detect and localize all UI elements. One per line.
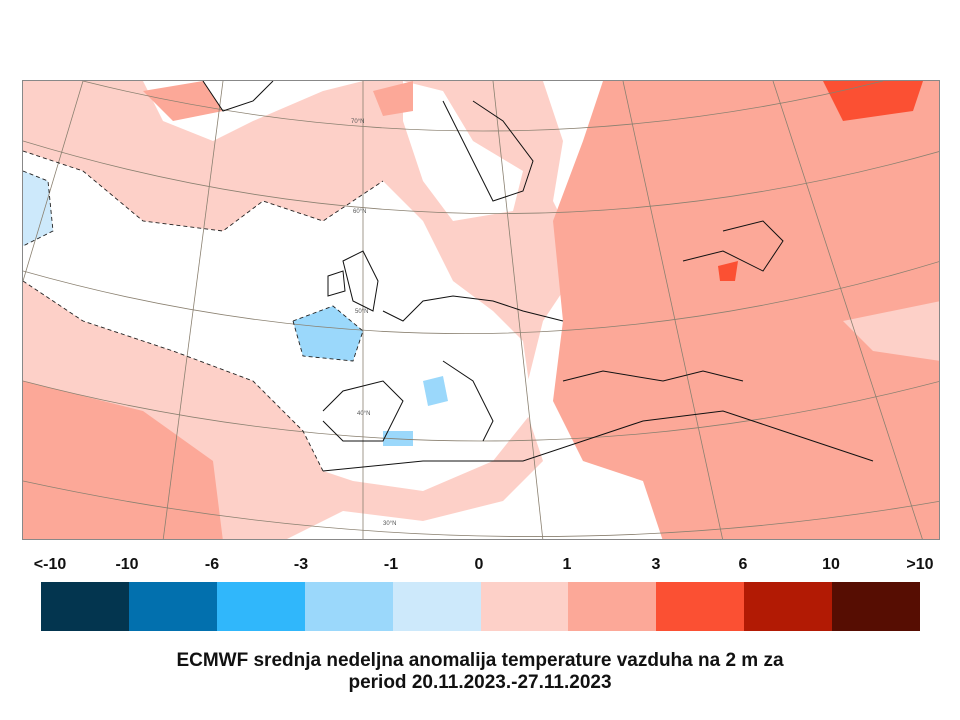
anomaly-area-3-6-small xyxy=(718,261,738,281)
legend-swatch xyxy=(480,582,569,631)
color-legend-bar xyxy=(41,582,921,631)
lat-label-40: 40°N xyxy=(357,411,370,417)
anomaly-area-blue-2 xyxy=(23,171,53,246)
legend-label: 0 xyxy=(474,556,484,573)
temperature-anomaly-map: 70°N 60°N 50°N 40°N 30°N xyxy=(22,80,940,540)
anomaly-area-1-3-nw xyxy=(143,81,223,121)
anomaly-area-3-6 xyxy=(823,81,923,121)
legend-label: >10 xyxy=(906,556,934,573)
map-caption: ECMWF srednja nedeljna anomalija tempera… xyxy=(0,650,960,694)
anomaly-area-blue-3 xyxy=(423,376,448,406)
lat-label-70: 70°N xyxy=(351,119,364,125)
zero-contours xyxy=(23,150,384,472)
legend-swatch xyxy=(216,582,305,631)
anomaly-area-blue-1 xyxy=(293,306,363,361)
caption-line-2: period 20.11.2023.-27.11.2023 xyxy=(348,672,612,693)
anomaly-area-1-3-sw xyxy=(23,381,223,539)
legend-label: <-10 xyxy=(33,556,67,573)
legend-label: -6 xyxy=(204,556,220,573)
coastlines xyxy=(202,81,874,472)
caption-line-1: ECMWF srednja nedeljna anomalija tempera… xyxy=(176,650,784,671)
anomaly-fields xyxy=(23,81,939,539)
anomaly-area-1-3-east xyxy=(553,81,939,539)
legend-label: 3 xyxy=(651,556,661,573)
anomaly-area-neutral xyxy=(23,151,533,491)
legend-swatch xyxy=(392,582,481,631)
graticule xyxy=(23,81,939,539)
lat-label-60: 60°N xyxy=(353,209,366,215)
legend-label: -1 xyxy=(383,556,399,573)
legend-labels: <-10 -10 -6 -3 -1 0 1 3 6 10 >10 xyxy=(20,556,940,580)
lat-label-30: 30°N xyxy=(383,521,396,527)
anomaly-area-neutral-2 xyxy=(403,81,523,221)
legend-swatch xyxy=(304,582,393,631)
legend-swatch xyxy=(41,582,129,631)
legend-label: 10 xyxy=(822,556,840,573)
anomaly-area-blue-4 xyxy=(383,431,413,446)
legend-label: 6 xyxy=(738,556,748,573)
legend-swatch xyxy=(128,582,217,631)
legend-label: 1 xyxy=(562,556,572,573)
map-svg: 70°N 60°N 50°N 40°N 30°N xyxy=(23,81,939,539)
lat-label-50: 50°N xyxy=(355,309,368,315)
legend-swatch xyxy=(568,582,657,631)
legend-label: -10 xyxy=(115,556,139,573)
legend-swatch xyxy=(832,582,921,631)
anomaly-area-1-3-ocean xyxy=(373,81,413,116)
latitude-labels: 70°N 60°N 50°N 40°N 30°N xyxy=(351,119,396,527)
legend-swatch xyxy=(744,582,833,631)
anomaly-area-0-1-east xyxy=(843,301,939,361)
legend-label: -3 xyxy=(293,556,309,573)
legend-swatch xyxy=(656,582,745,631)
